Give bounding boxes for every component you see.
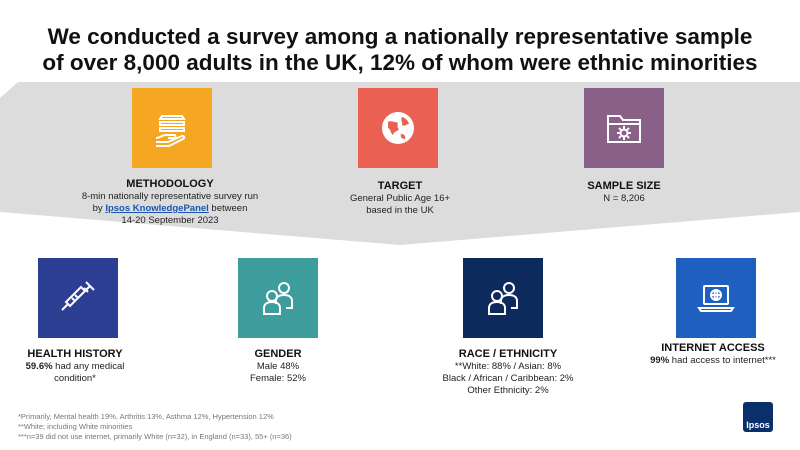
race-ethnicity-heading: RACE / ETHNICITY — [458, 348, 558, 360]
gender-line-2: Female: 52% — [250, 373, 306, 384]
people-icon — [263, 282, 293, 315]
internet-access-block: INTERNET ACCESS 99% had access to intern… — [630, 341, 796, 367]
knowledgepanel-link[interactable]: Ipsos KnowledgePanel — [105, 203, 209, 214]
methodology-block: METHODOLOGY 8-min nationally representat… — [70, 177, 270, 227]
gender-block: GENDER Male 48% Female: 52% — [218, 347, 338, 385]
methodology-line-1: 8-min nationally representative survey r… — [81, 191, 259, 202]
gender-heading: GENDER — [254, 348, 302, 360]
health-history-line-1: 59.6% had any medical — [10, 361, 140, 373]
health-history-heading: HEALTH HISTORY — [27, 348, 123, 360]
gender-tile — [238, 258, 318, 338]
internet-access-text: had access to internet*** — [669, 355, 776, 366]
globe-icon — [382, 112, 414, 144]
target-tile — [358, 88, 438, 168]
methodology-line-2: by Ipsos KnowledgePanel between — [70, 203, 270, 215]
internet-access-line-1: 99% had access to internet*** — [630, 355, 796, 367]
footnote-2: **White; including White minorities — [18, 422, 133, 431]
ipsos-logo-text: Ipsos — [746, 420, 770, 430]
race-ethnicity-line-3: Other Ethnicity: 2% — [467, 385, 549, 396]
race-ethnicity-block: RACE / ETHNICITY **White: 88% / Asian: 8… — [423, 347, 593, 397]
layers-hand-icon — [155, 115, 186, 147]
gender-line-1: Male 48% — [256, 361, 300, 372]
health-history-block: HEALTH HISTORY 59.6% had any medical con… — [10, 347, 140, 385]
footnote-3: ***n=39 did not use internet, primarily … — [18, 432, 292, 441]
methodology-by: by — [92, 203, 106, 214]
title-line-2: of over 8,000 adults in the UK, 12% of w… — [42, 50, 758, 75]
laptop-globe-icon — [697, 285, 735, 312]
target-line-2: based in the UK — [366, 205, 434, 216]
folder-gear-icon — [607, 115, 641, 143]
sample-size-line-1: N = 8,206 — [603, 193, 645, 204]
syringe-icon — [61, 281, 95, 311]
sample-size-heading: SAMPLE SIZE — [587, 180, 661, 192]
target-heading: TARGET — [377, 180, 423, 192]
methodology-tile — [132, 88, 212, 168]
target-line-1: General Public Age 16+ — [349, 193, 451, 204]
sample-size-block: SAMPLE SIZE N = 8,206 — [544, 179, 704, 205]
title-line-1: We conducted a survey among a nationally… — [47, 24, 753, 49]
race-ethnicity-line-1: **White: 88% / Asian: 8% — [454, 361, 562, 372]
health-history-line-2: condition* — [54, 373, 96, 384]
health-history-tile — [38, 258, 118, 338]
ipsos-logo: Ipsos — [743, 402, 773, 432]
race-ethnicity-tile — [463, 258, 543, 338]
target-block: TARGET General Public Age 16+ based in t… — [310, 179, 490, 217]
footnotes: *Primarily, Mental health 19%, Arthritis… — [18, 412, 292, 442]
page-title: We conducted a survey among a nationally… — [0, 24, 800, 76]
people-icon — [488, 282, 518, 315]
internet-access-heading: INTERNET ACCESS — [661, 342, 765, 354]
race-ethnicity-line-2: Black / African / Caribbean: 2% — [442, 373, 574, 384]
health-history-value: 59.6% — [25, 361, 53, 372]
methodology-line-3: 14-20 September 2023 — [121, 215, 219, 226]
methodology-after: between — [208, 203, 248, 214]
methodology-heading: METHODOLOGY — [126, 178, 214, 190]
footnote-1: *Primarily, Mental health 19%, Arthritis… — [18, 412, 274, 421]
internet-access-tile — [676, 258, 756, 338]
health-history-text: had any medical — [52, 361, 125, 372]
sample-size-tile — [584, 88, 664, 168]
internet-access-value: 99% — [650, 355, 670, 366]
